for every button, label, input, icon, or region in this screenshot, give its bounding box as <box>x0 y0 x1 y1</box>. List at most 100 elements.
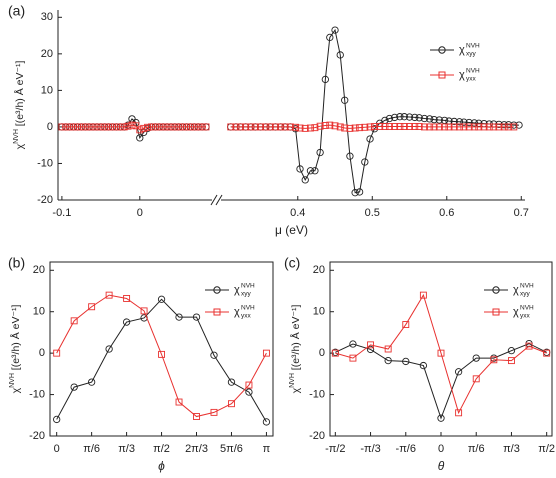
data-point <box>341 124 349 132</box>
data-point <box>123 295 131 302</box>
data-point <box>472 375 480 383</box>
x-axis-label: θ <box>438 459 445 473</box>
data-point <box>525 342 533 350</box>
data-point <box>266 123 274 131</box>
y-axis-label: χNVH [(e³/h) Å eV⁻¹] <box>9 304 22 393</box>
data-point <box>74 123 81 131</box>
legend-sub: yxx <box>466 76 477 83</box>
data-point <box>144 123 152 131</box>
data-point <box>455 123 463 131</box>
data-point <box>296 165 304 173</box>
data-point <box>346 124 354 132</box>
data-point <box>475 123 483 131</box>
data-point <box>406 123 413 131</box>
data-point <box>122 318 131 326</box>
data-point <box>271 123 279 131</box>
data-point <box>105 291 113 299</box>
data-point <box>105 123 113 131</box>
data-point <box>349 354 357 362</box>
y-tick-label: 10 <box>33 306 45 318</box>
data-point <box>242 123 250 131</box>
data-point <box>281 123 289 131</box>
data-point <box>510 123 518 131</box>
y-tick-label: -20 <box>37 194 53 206</box>
data-point <box>400 113 408 121</box>
data-point <box>411 113 419 122</box>
legend-label: χ <box>513 306 519 318</box>
data-point <box>426 123 434 131</box>
data-point <box>396 113 404 121</box>
data-point <box>376 123 384 131</box>
y-tick-label: 0 <box>47 121 53 133</box>
data-point <box>326 33 334 42</box>
data-point <box>472 354 480 362</box>
legend-sub: xyy <box>466 51 477 58</box>
data-point <box>385 114 394 123</box>
data-point <box>148 123 155 131</box>
series-line <box>335 293 547 415</box>
x-tick-label: 0 <box>137 207 143 219</box>
data-point <box>175 313 183 321</box>
x-tick-label: 0.4 <box>290 207 305 219</box>
data-point <box>495 123 503 131</box>
legend-sup: NVH <box>520 305 534 312</box>
panel-label: (c) <box>284 255 300 271</box>
x-axis-label: μ (eV) <box>275 223 308 237</box>
y-tick-label: 10 <box>313 306 325 318</box>
data-point <box>93 123 101 131</box>
x-tick-label: π/2 <box>538 443 555 455</box>
data-point <box>349 340 357 348</box>
x-tick-label: -0.1 <box>52 207 71 219</box>
legend-sub: xyy <box>520 291 531 298</box>
data-point <box>105 345 113 353</box>
data-point <box>236 123 244 131</box>
y-axis-label: χNVH [(e³/h) Å eV⁻¹] <box>289 304 302 393</box>
y-label-symbol: χ <box>290 387 302 393</box>
data-point <box>366 345 375 354</box>
data-point <box>381 123 389 131</box>
data-point <box>351 124 359 132</box>
data-point <box>175 123 183 131</box>
data-point <box>411 123 419 131</box>
data-point <box>140 124 148 132</box>
data-point <box>306 124 314 132</box>
data-point <box>425 115 434 123</box>
legend-label: χ <box>234 306 240 318</box>
x-tick-label: 0.6 <box>439 207 454 219</box>
data-point <box>402 357 410 366</box>
legend-label: χ <box>513 284 519 296</box>
x-tick-label: -π/6 <box>396 443 416 455</box>
y-tick-label: -20 <box>29 430 45 442</box>
x-tick-label: 0.7 <box>514 207 529 219</box>
data-point <box>371 123 378 131</box>
data-point <box>251 123 259 131</box>
data-point <box>227 378 236 386</box>
data-point <box>316 122 324 130</box>
y-tick-label: 20 <box>313 264 325 276</box>
data-point <box>301 176 309 184</box>
data-point <box>437 349 445 357</box>
data-point <box>116 123 124 131</box>
data-point <box>70 123 78 131</box>
data-point <box>507 347 516 355</box>
data-point <box>167 123 175 131</box>
x-tick-label: π/6 <box>83 443 100 455</box>
data-point <box>202 123 210 131</box>
data-point <box>183 123 190 131</box>
y-tick-label: -10 <box>309 388 325 400</box>
data-point <box>192 313 201 321</box>
data-point <box>420 123 428 131</box>
data-point <box>159 123 167 131</box>
data-point <box>385 123 393 131</box>
data-point <box>194 123 202 131</box>
data-point <box>485 123 493 131</box>
legend-sub: yxx <box>520 313 531 320</box>
data-point <box>124 122 132 130</box>
data-point <box>465 123 473 131</box>
data-point <box>66 123 74 131</box>
y-label-symbol: χ <box>10 387 22 393</box>
legend-marker <box>438 71 446 79</box>
data-point <box>175 398 183 406</box>
y-tick-label: -10 <box>37 157 53 169</box>
